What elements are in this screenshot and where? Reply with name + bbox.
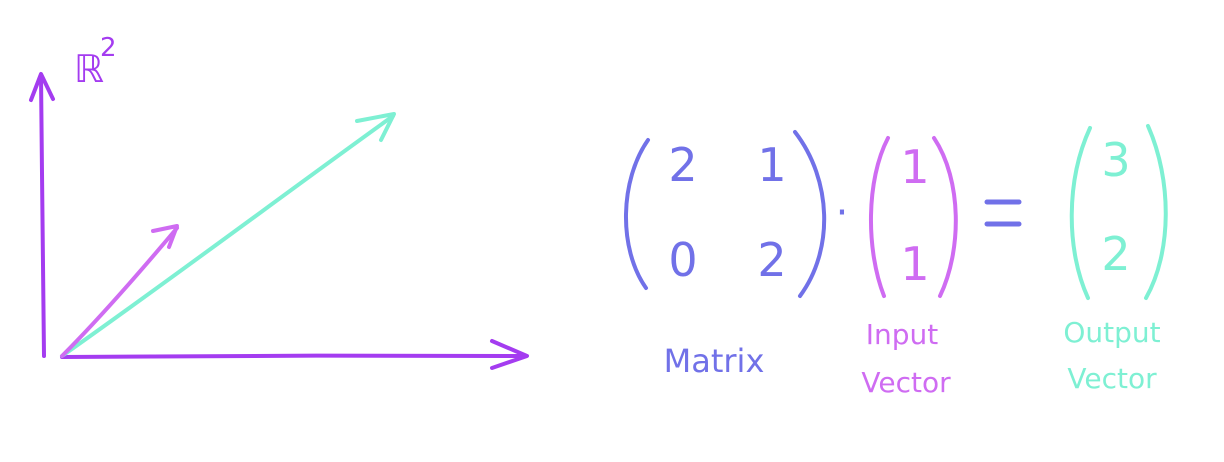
- axes: [29, 72, 529, 370]
- input-vector-brackets: [868, 136, 958, 298]
- space-exponent: 2: [100, 33, 117, 63]
- matrix-entry-r2c1: 0: [668, 233, 697, 287]
- input-vector-entry-1: 1: [900, 140, 929, 194]
- input-vector-label-line2: Vector: [861, 366, 951, 399]
- input-vector-label-line1: Input: [866, 318, 939, 351]
- y-axis: [39, 74, 46, 358]
- input-vector-entry-2: 1: [900, 237, 929, 291]
- output-vector-entry-2: 2: [1101, 227, 1130, 281]
- matrix-left-paren: [624, 138, 650, 290]
- output-vector-label-line1: Output: [1063, 316, 1160, 349]
- matrix-label: Matrix: [664, 342, 765, 380]
- x-axis-arrowhead: [490, 339, 529, 370]
- output-vector-arrow: [60, 112, 396, 358]
- output-right-paren: [1144, 124, 1168, 300]
- input-vector-arrow: [60, 224, 179, 358]
- x-axis: [60, 353, 528, 359]
- input-right-paren: [932, 136, 958, 298]
- y-axis-arrowhead: [29, 72, 55, 102]
- equals-sign-strokes: [984, 199, 1022, 227]
- output-left-paren: [1069, 126, 1092, 300]
- dot-operator: ·: [836, 190, 849, 236]
- matrix-entry-r1c2: 1: [757, 138, 786, 192]
- space-label: ℝ: [74, 47, 104, 91]
- matrix-right-paren: [793, 130, 827, 298]
- matrix-entry-r2c2: 2: [757, 233, 786, 287]
- output-vector-entry-1: 3: [1101, 133, 1130, 187]
- input-left-paren: [868, 136, 890, 298]
- output-vector-brackets: [1069, 124, 1168, 300]
- matrix-brackets: [624, 130, 827, 298]
- matrix-entry-r1c1: 2: [668, 138, 697, 192]
- output-vector-label-line2: Vector: [1067, 362, 1157, 395]
